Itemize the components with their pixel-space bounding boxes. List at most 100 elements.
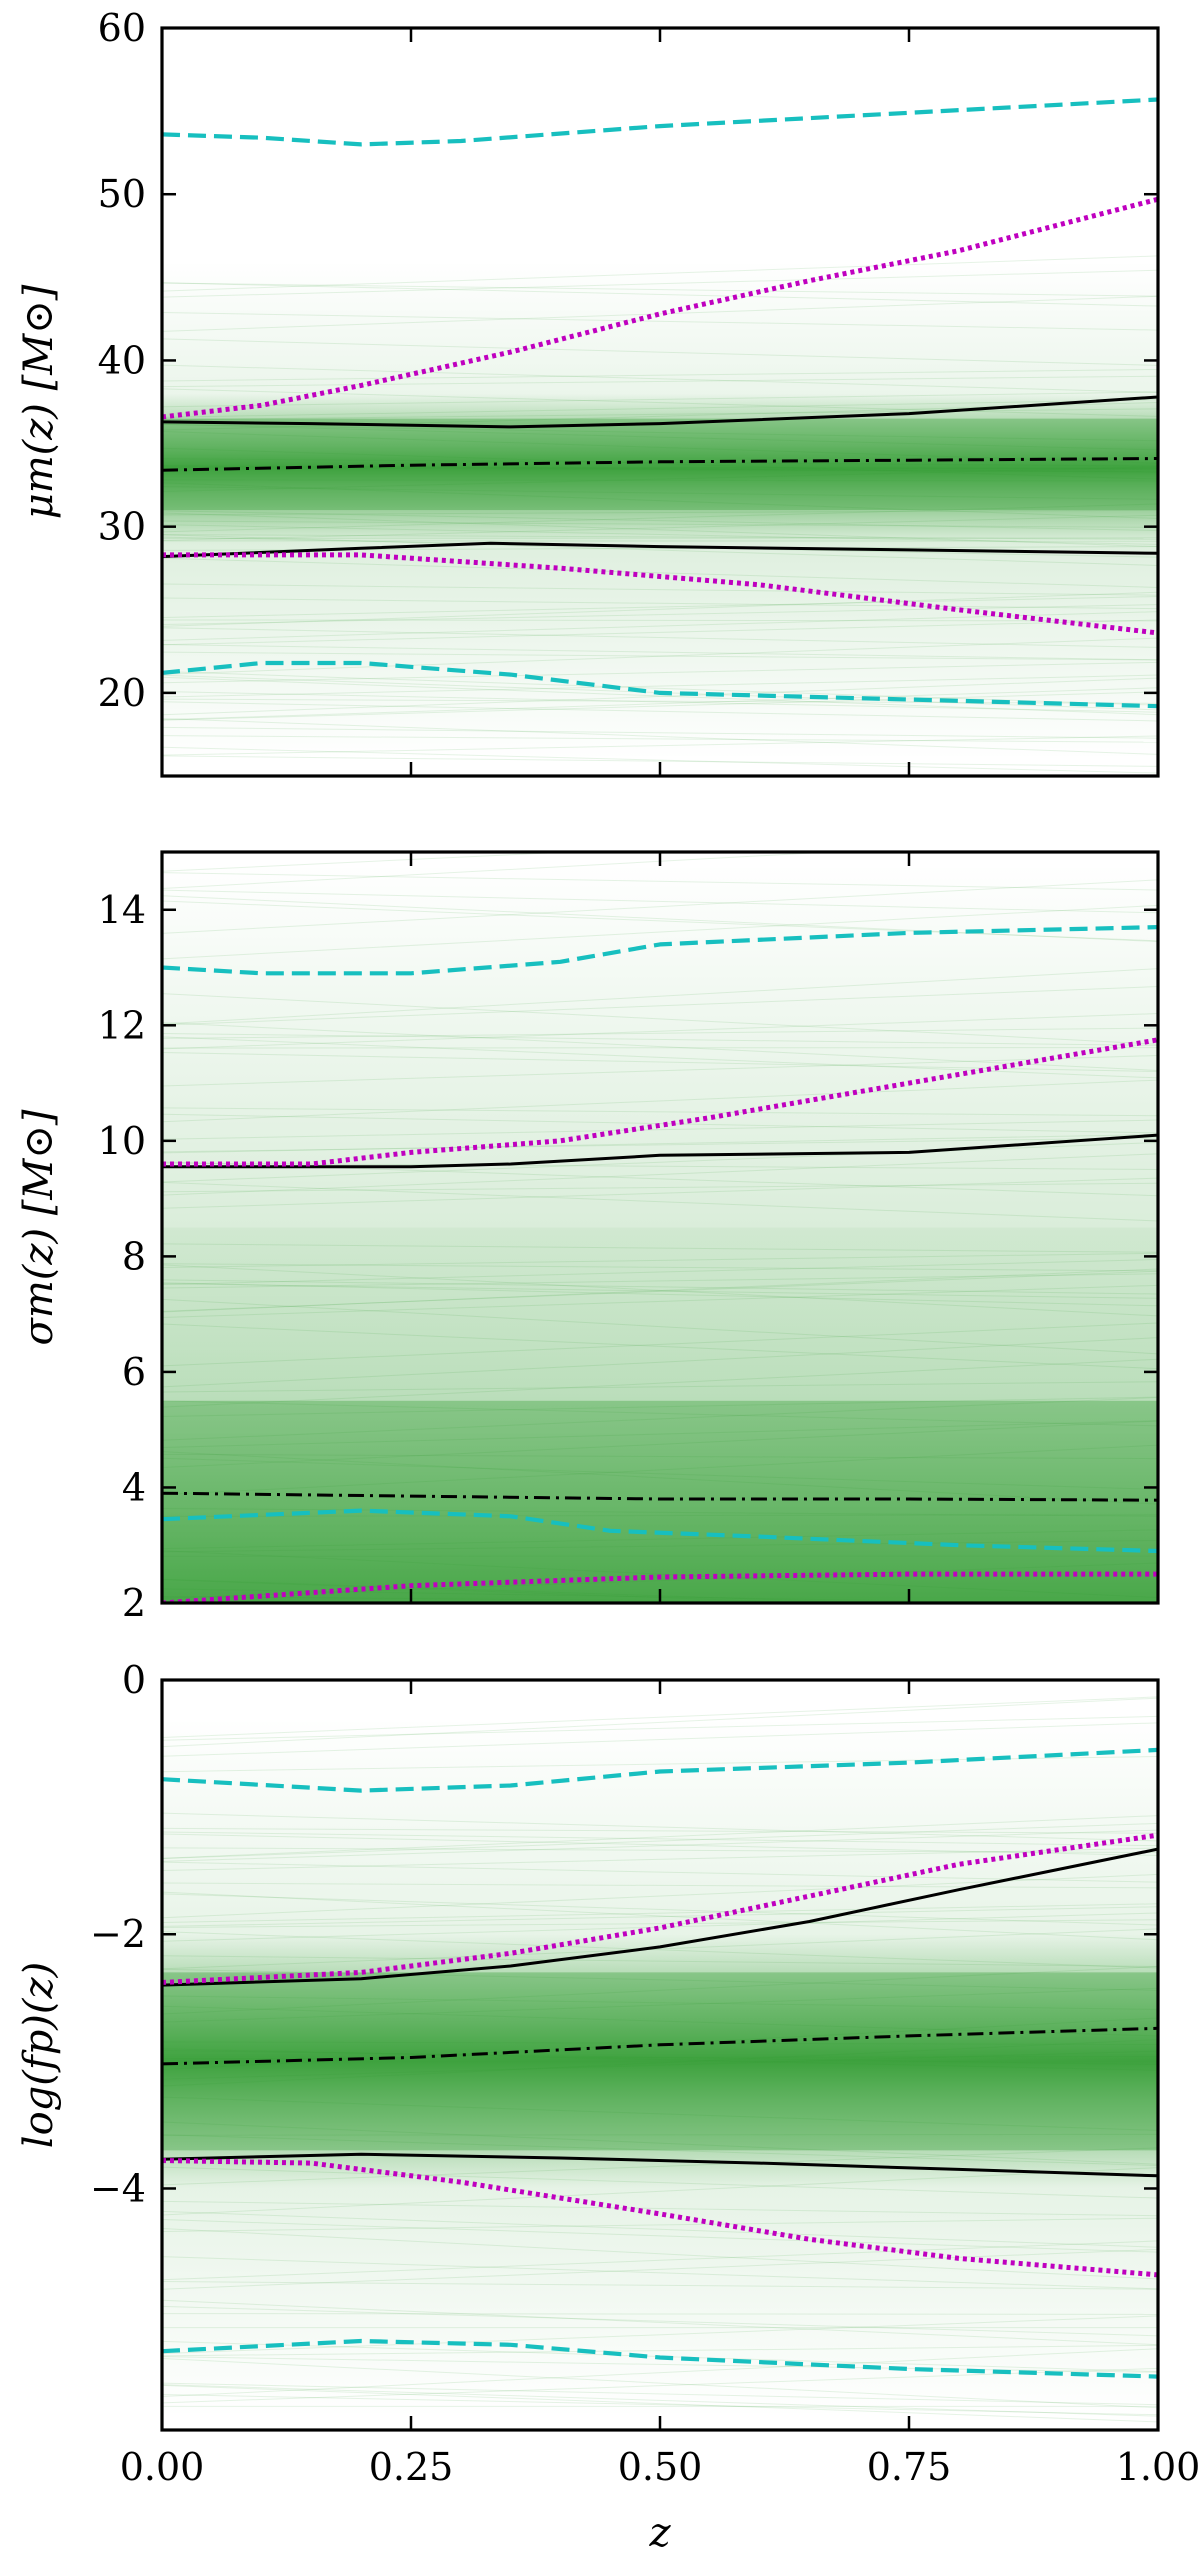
- posterior-sample-line: [162, 1162, 1158, 1170]
- x-tick-label: 0.50: [618, 2445, 703, 2489]
- posterior-sample-line: [162, 2200, 1158, 2217]
- series-median-line: [162, 1491, 1158, 1502]
- posterior-sample-line: [162, 1181, 1158, 1222]
- x-tick-label: 1.00: [1116, 2445, 1200, 2489]
- posterior-sample-line: [162, 1396, 1158, 1418]
- posterior-sample-line: [162, 1444, 1158, 1496]
- posterior-sample-line: [162, 482, 1158, 519]
- posterior-sample-line: [162, 1847, 1158, 1872]
- posterior-sample-line: [162, 1540, 1158, 1553]
- posterior-sample-line: [162, 1153, 1158, 1196]
- posterior-sample-line: [162, 2344, 1158, 2357]
- posterior-band: [162, 1934, 1158, 2189]
- posterior-core: [162, 1400, 1158, 1603]
- posterior-sample-line: [162, 282, 1158, 297]
- posterior-sample-line: [162, 651, 1158, 661]
- posterior-sample-line: [162, 269, 1158, 298]
- plot-area: [162, 1696, 1158, 2423]
- posterior-sample-line: [162, 1263, 1158, 1272]
- posterior-sample-line: [162, 1906, 1158, 1927]
- posterior-sample-line: [162, 611, 1158, 641]
- posterior-sample-line: [162, 900, 1158, 942]
- y-axis-label: log(fp)(z): [16, 1962, 62, 2148]
- posterior-sample-line: [162, 2281, 1158, 2290]
- posterior-sample-line: [162, 1847, 1158, 1854]
- posterior-sample-line: [162, 369, 1158, 382]
- posterior-sample-line: [162, 1827, 1158, 1834]
- posterior-sample-line: [162, 726, 1158, 739]
- posterior-sample-line: [162, 701, 1158, 722]
- y-tick-label: −2: [90, 1912, 146, 1956]
- posterior-sample-line: [162, 904, 1158, 960]
- posterior-sample-line: [162, 2048, 1158, 2071]
- posterior-sample-line: [162, 2005, 1158, 2037]
- posterior-sample-line: [162, 1966, 1158, 2015]
- posterior-sample-line: [162, 2356, 1158, 2373]
- panel-log-fp: −4 −2 0 0.00 0.25 0.50 0.75 1.00 log(fp)(z) z: [16, 1658, 1200, 2556]
- posterior-sample-line: [162, 2210, 1158, 2248]
- posterior-sample-line: [162, 1968, 1158, 1991]
- y-axis-label: σm(z) [M⊙]: [16, 1109, 62, 1345]
- posterior-sample-line: [162, 755, 1158, 767]
- posterior-sample-line: [162, 2049, 1158, 2066]
- posterior-sample-line: [162, 1995, 1158, 2010]
- posterior-sample-line: [162, 1358, 1158, 1408]
- posterior-sample-line: [162, 311, 1158, 331]
- posterior-sample-line: [162, 644, 1158, 661]
- posterior-sample-line: [162, 1079, 1158, 1123]
- posterior-sample-line: [162, 968, 1158, 1025]
- posterior-sample-line: [162, 1052, 1158, 1072]
- posterior-sample-line: [162, 661, 1158, 684]
- y-tick-label: 20: [98, 671, 146, 715]
- posterior-sample-line: [162, 2166, 1158, 2199]
- posterior-sample-line: [162, 1928, 1158, 1970]
- series-99-upper-line: [162, 97, 1158, 147]
- posterior-sample-line: [162, 1323, 1158, 1370]
- posterior-sample-line: [162, 1562, 1158, 1599]
- posterior-sample-line: [162, 1715, 1158, 1741]
- posterior-sample-line: [162, 423, 1158, 442]
- posterior-sample-line: [162, 1283, 1158, 1299]
- posterior-sample-line: [162, 1381, 1158, 1393]
- posterior-sample-line: [162, 1829, 1158, 1862]
- posterior-sample-line: [162, 1882, 1158, 1889]
- posterior-sample-line: [162, 1284, 1158, 1318]
- y-tick-label: 14: [98, 888, 146, 932]
- posterior-sample-line: [162, 391, 1158, 408]
- series-95-upper-line: [162, 1037, 1158, 1167]
- posterior-sample-line: [162, 1891, 1158, 1941]
- posterior-sample-line: [162, 879, 1158, 934]
- y-tick-label: 30: [98, 505, 146, 549]
- posterior-sample-line: [162, 1400, 1158, 1427]
- posterior-sample-line: [162, 1337, 1158, 1388]
- posterior-sample-line: [162, 619, 1158, 646]
- posterior-band: [162, 1227, 1158, 1603]
- posterior-sample-line: [162, 1243, 1158, 1253]
- posterior-sample-line: [162, 1529, 1158, 1550]
- x-tick-label: 0.00: [120, 2445, 205, 2489]
- posterior-sample-line: [162, 534, 1158, 566]
- posterior-sample-line: [162, 1955, 1158, 1968]
- posterior-sample-line: [162, 2134, 1158, 2167]
- posterior-sample-line: [162, 479, 1158, 482]
- posterior-sample-line: [162, 852, 580, 872]
- posterior-sample-line: [162, 627, 1158, 648]
- posterior-sample-line: [162, 691, 1158, 721]
- posterior-sample-line: [162, 583, 1158, 596]
- series-median-line: [162, 457, 1158, 472]
- posterior-sample-line: [162, 746, 1158, 774]
- posterior-sample-line: [162, 2228, 1158, 2280]
- posterior-sample-line: [162, 2394, 1158, 2416]
- posterior-sample-line: [162, 1696, 1158, 1738]
- posterior-sample-line: [162, 2167, 1158, 2216]
- series-95-lower-line: [162, 552, 1158, 636]
- posterior-sample-line: [162, 2315, 1158, 2355]
- posterior-sample-line: [162, 2305, 1158, 2337]
- series-95-lower-line: [162, 2158, 1158, 2278]
- y-tick-label: 40: [98, 338, 146, 382]
- posterior-sample-line: [162, 282, 1158, 307]
- panel-sigma-m: 2 4 6 8 10 12 14 σm(z) [M⊙]: [16, 850, 1160, 1625]
- posterior-sample-line: [162, 2348, 1158, 2398]
- posterior-sample-line: [162, 512, 1158, 548]
